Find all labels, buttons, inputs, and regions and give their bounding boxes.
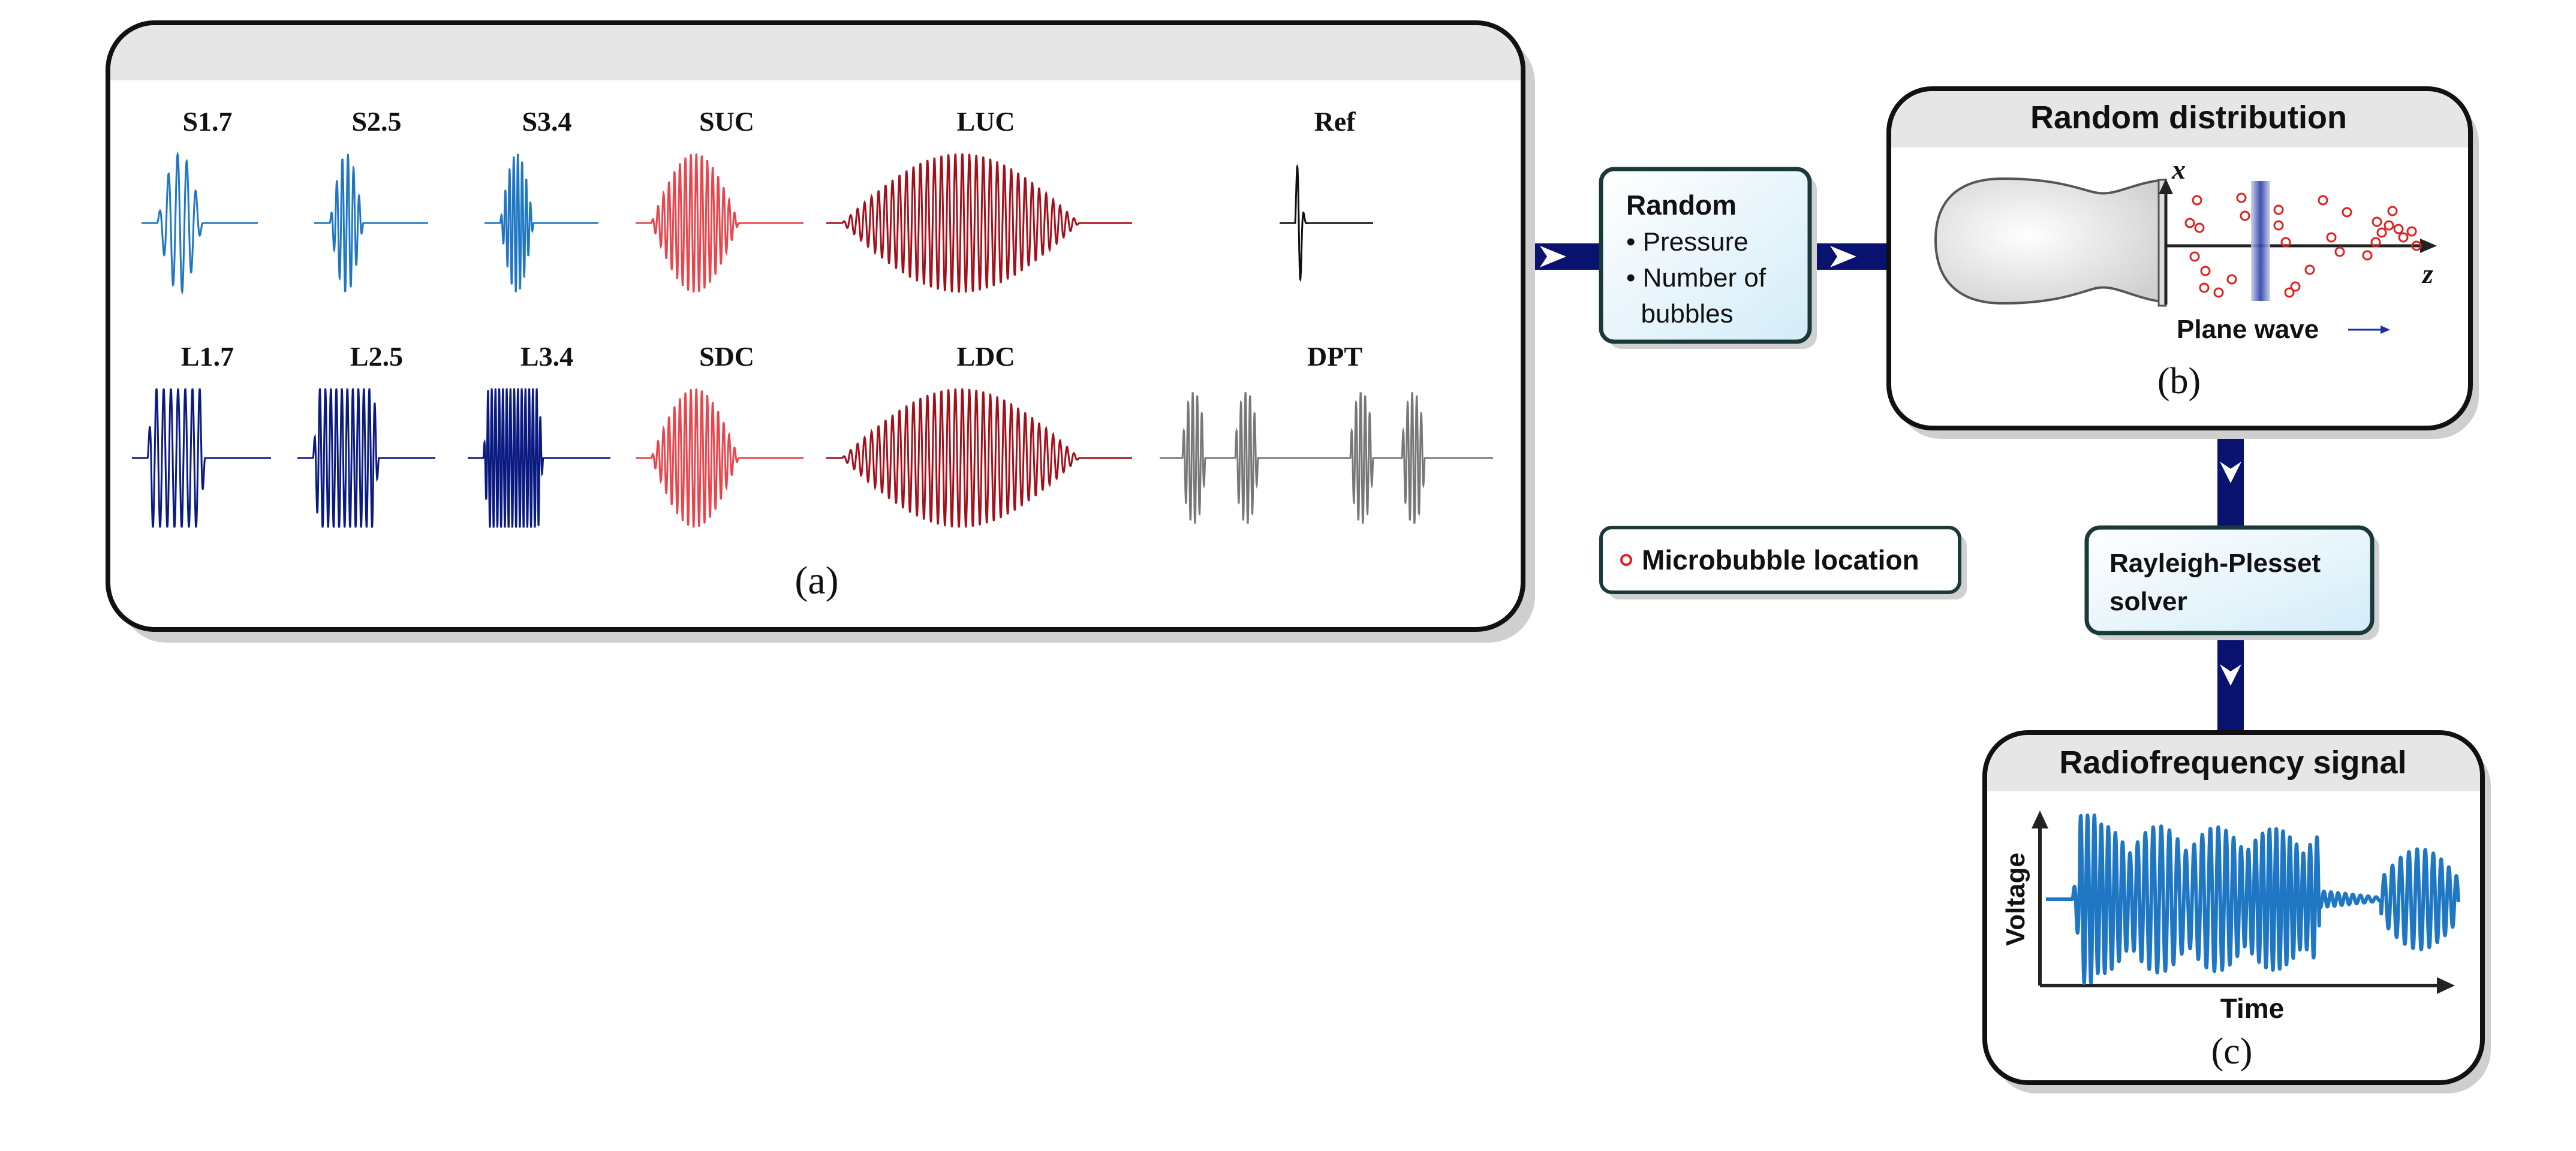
waveform-l2-5	[297, 388, 435, 528]
microbubble-legend: Microbubble location	[1599, 526, 1967, 599]
arrow-right-icon	[2381, 326, 2390, 334]
waveform-label-dpt: DPT	[1307, 341, 1362, 372]
microbubble	[2384, 220, 2394, 231]
random-item-number: • Number of	[1626, 263, 1767, 293]
random-parameters-box: Random • Pressure • Number of bubbles	[1599, 167, 1817, 349]
waveform-label-luc: LUC	[956, 106, 1015, 137]
waveform-s3-4	[484, 153, 598, 293]
legend-label: Microbubble location	[1642, 544, 1919, 576]
waveform-label-l2-5: L2.5	[350, 341, 403, 372]
microbubble	[2370, 237, 2381, 248]
microbubble	[2273, 204, 2284, 215]
connector-solver-to-c	[2217, 632, 2244, 735]
microbubble-marker-icon	[1620, 554, 1632, 566]
waveform-label-ldc: LDC	[956, 341, 1015, 372]
waveform-label-ref: Ref	[1314, 106, 1356, 137]
random-item-bubbles: bubbles	[1626, 299, 1734, 329]
plane-wave-label: Plane wave	[2177, 315, 2319, 344]
microbubble	[2213, 287, 2224, 298]
axis-x-label: x	[2171, 154, 2186, 185]
microbubble	[2194, 222, 2205, 233]
panel-b: Random distribution x z Plane wave (b)	[1886, 86, 2479, 439]
waveform-l3-4	[468, 388, 610, 528]
microbubble	[2393, 224, 2404, 234]
microbubble	[2290, 281, 2301, 292]
waveform-dpt	[1160, 392, 1493, 524]
microbubble	[2318, 195, 2328, 206]
axis-voltage-label: Voltage	[2001, 852, 2030, 946]
waveform-luc	[826, 153, 1132, 293]
microbubble	[2184, 218, 2195, 228]
microbubble	[2372, 216, 2382, 227]
axis-time-label: Time	[2220, 993, 2285, 1024]
microbubble	[2411, 240, 2422, 251]
microbubble	[2189, 251, 2200, 262]
microbubble	[2406, 226, 2417, 237]
panel-b-caption: (b)	[2157, 361, 2201, 402]
microbubble	[2304, 264, 2315, 275]
rayleigh-plesset-solver-box: Rayleigh-Plesset solver	[2084, 525, 2379, 640]
panel-c-title: Radiofrequency signal	[2059, 745, 2406, 781]
microbubble-scatter	[2184, 192, 2422, 298]
microbubble	[2376, 227, 2387, 238]
microbubble	[2240, 210, 2250, 221]
microbubble	[2236, 192, 2247, 203]
waveform-suc	[636, 153, 804, 293]
microbubble	[2280, 237, 2291, 248]
microbubble	[2284, 287, 2295, 298]
microbubble	[2200, 266, 2211, 276]
connector-b-to-solver	[2217, 427, 2244, 529]
waveform-label-s3-4: S3.4	[522, 106, 571, 137]
microbubble	[2199, 282, 2210, 293]
microbubble	[2334, 246, 2345, 257]
microbubble	[2398, 232, 2409, 243]
microbubble	[2387, 206, 2398, 216]
waveform-s2-5	[314, 153, 428, 293]
rf-signal-trace	[2046, 813, 2460, 985]
waveform-label-s1-7: S1.7	[182, 106, 232, 137]
microbubble	[2192, 195, 2202, 206]
microbubble	[2326, 232, 2337, 243]
panel-c: Radiofrequency signal Voltage Time (c)	[1982, 730, 2491, 1093]
waveform-label-l1-7: L1.7	[181, 341, 234, 372]
waveform-ldc	[826, 388, 1132, 528]
waveform-label-sdc: SDC	[699, 341, 754, 372]
waveform-sdc	[636, 388, 804, 528]
random-item-pressure: • Pressure	[1626, 227, 1749, 257]
microbubble	[2226, 274, 2237, 285]
waveform-label-suc: SUC	[699, 106, 754, 137]
random-box-title: Random	[1626, 189, 1737, 221]
connector-a-to-random	[1523, 243, 1601, 270]
panel-a: S1.7 S2.5 S3.4 SUC LUC Ref L1.7 L2.5 L3.4 SDC LDC D…	[106, 20, 1535, 643]
solver-line1: Rayleigh-Plesset	[2109, 549, 2321, 578]
microbubble	[2273, 220, 2284, 231]
solver-line2: solver	[2109, 587, 2187, 616]
plane-wave-band	[2251, 181, 2270, 301]
panel-a-caption: (a)	[795, 559, 838, 602]
waveform-ref	[1280, 164, 1373, 282]
waveform-group	[132, 150, 1493, 528]
waveform-l1-7	[132, 388, 271, 528]
waveform-s1-7	[142, 150, 258, 296]
microbubble	[2362, 250, 2373, 261]
axis-z-label: z	[2421, 258, 2433, 289]
waveform-label-l3-4: L3.4	[520, 341, 573, 372]
transducer-probe-icon	[1934, 177, 2166, 305]
panel-b-title: Random distribution	[2030, 100, 2347, 135]
microbubble	[2342, 207, 2352, 218]
waveform-label-s2-5: S2.5	[351, 106, 401, 137]
connector-random-to-b	[1810, 243, 1889, 270]
panel-c-caption: (c)	[2211, 1031, 2253, 1072]
